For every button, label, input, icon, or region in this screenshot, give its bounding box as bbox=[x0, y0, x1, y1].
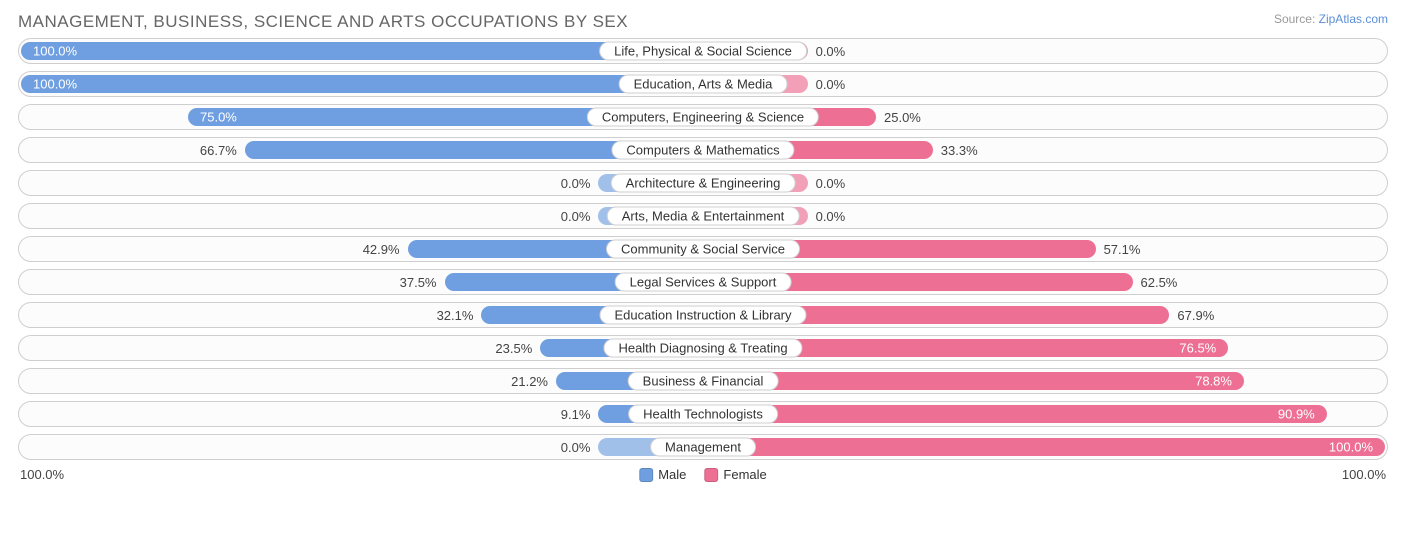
bar-value-female: 0.0% bbox=[810, 44, 852, 59]
bar-value-male: 100.0% bbox=[27, 77, 83, 92]
bar-half-male: 66.7% bbox=[19, 138, 703, 162]
bar-half-female: 78.8% bbox=[703, 369, 1387, 393]
bar-value-female: 62.5% bbox=[1135, 275, 1184, 290]
bar-value-male: 42.9% bbox=[357, 242, 406, 257]
source-prefix: Source: bbox=[1274, 12, 1319, 26]
bar-half-female: 33.3% bbox=[703, 138, 1387, 162]
source-attribution: Source: ZipAtlas.com bbox=[1274, 12, 1388, 26]
bar-value-female: 57.1% bbox=[1098, 242, 1147, 257]
bar-row: 0.0% 0.0% Architecture & Engineering bbox=[18, 170, 1388, 196]
bar-row: 9.1% 90.9% Health Technologists bbox=[18, 401, 1388, 427]
bar-half-male: 37.5% bbox=[19, 270, 703, 294]
bar-row: 100.0% 0.0%Life, Physical & Social Scienc… bbox=[18, 38, 1388, 64]
bar-half-female: 0.0% bbox=[703, 204, 1387, 228]
bar-half-male: 0.0% bbox=[19, 435, 703, 459]
bar-category-label: Legal Services & Support bbox=[615, 273, 792, 292]
axis-left-label: 100.0% bbox=[20, 467, 64, 482]
source-link[interactable]: ZipAtlas.com bbox=[1319, 12, 1388, 26]
bar-row: 75.0% 25.0% Computers, Engineering & Scien… bbox=[18, 104, 1388, 130]
chart-container: MANAGEMENT, BUSINESS, SCIENCE AND ARTS O… bbox=[0, 0, 1406, 559]
bar-category-label: Health Technologists bbox=[628, 405, 778, 424]
bar-category-label: Life, Physical & Social Science bbox=[599, 42, 807, 61]
bar-value-male: 9.1% bbox=[555, 407, 597, 422]
bar-row: 0.0% 100.0% Management bbox=[18, 434, 1388, 460]
bar-half-female: 62.5% bbox=[703, 270, 1387, 294]
legend-item-male: Male bbox=[639, 467, 686, 482]
bar-category-label: Education Instruction & Library bbox=[599, 306, 806, 325]
bar-row: 32.1% 67.9% Education Instruction & Librar… bbox=[18, 302, 1388, 328]
bar-value-male: 0.0% bbox=[555, 209, 597, 224]
bar-value-male: 100.0% bbox=[27, 44, 83, 59]
bar-category-label: Arts, Media & Entertainment bbox=[607, 207, 800, 226]
bar-fill-female: 90.9% bbox=[705, 405, 1327, 423]
bar-category-label: Community & Social Service bbox=[606, 240, 800, 259]
axis-row: 100.0% Male Female 100.0% bbox=[18, 467, 1388, 487]
bar-half-female: 0.0% bbox=[703, 171, 1387, 195]
bar-value-female: 0.0% bbox=[810, 209, 852, 224]
bar-category-label: Management bbox=[650, 438, 756, 457]
bar-row: 37.5% 62.5% Legal Services & Support bbox=[18, 269, 1388, 295]
legend: Male Female bbox=[639, 467, 767, 482]
bar-value-female: 100.0% bbox=[1323, 440, 1379, 455]
bar-value-male: 75.0% bbox=[194, 110, 243, 125]
bar-half-male: 42.9% bbox=[19, 237, 703, 261]
legend-label-male: Male bbox=[658, 467, 686, 482]
bar-category-label: Architecture & Engineering bbox=[611, 174, 796, 193]
bar-value-male: 23.5% bbox=[489, 341, 538, 356]
bar-row: 21.2% 78.8% Business & Financial bbox=[18, 368, 1388, 394]
bar-value-female: 78.8% bbox=[1189, 374, 1238, 389]
bar-value-female: 76.5% bbox=[1173, 341, 1222, 356]
bar-category-label: Health Diagnosing & Treating bbox=[603, 339, 802, 358]
bar-value-male: 0.0% bbox=[555, 176, 597, 191]
bar-value-male: 21.2% bbox=[505, 374, 554, 389]
bar-value-female: 25.0% bbox=[878, 110, 927, 125]
bar-value-female: 33.3% bbox=[935, 143, 984, 158]
bar-value-male: 0.0% bbox=[555, 440, 597, 455]
bar-row: 0.0% 0.0% Arts, Media & Entertainment bbox=[18, 203, 1388, 229]
axis-right-label: 100.0% bbox=[1342, 467, 1386, 482]
bar-value-male: 66.7% bbox=[194, 143, 243, 158]
legend-item-female: Female bbox=[704, 467, 766, 482]
bar-half-female: 100.0% bbox=[703, 435, 1387, 459]
bar-half-female: 90.9% bbox=[703, 402, 1387, 426]
bar-row: 23.5% 76.5% Health Diagnosing & Treating bbox=[18, 335, 1388, 361]
bar-half-male: 100.0% bbox=[19, 72, 703, 96]
bar-category-label: Computers & Mathematics bbox=[611, 141, 794, 160]
bar-value-female: 67.9% bbox=[1171, 308, 1220, 323]
bar-fill-male: 100.0% bbox=[21, 75, 701, 93]
bar-row: 66.7% 33.3% Computers & Mathematics bbox=[18, 137, 1388, 163]
bar-category-label: Education, Arts & Media bbox=[619, 75, 788, 94]
bar-half-female: 0.0% bbox=[703, 72, 1387, 96]
bars-area: 100.0%0.0%Life, Physical & Social Scienc… bbox=[18, 38, 1388, 460]
bar-half-female: 76.5% bbox=[703, 336, 1387, 360]
bar-category-label: Business & Financial bbox=[628, 372, 779, 391]
bar-half-male: 23.5% bbox=[19, 336, 703, 360]
bar-value-female: 0.0% bbox=[810, 176, 852, 191]
chart-title: MANAGEMENT, BUSINESS, SCIENCE AND ARTS O… bbox=[18, 12, 1388, 32]
bar-row: 100.0% 0.0% Education, Arts & Media bbox=[18, 71, 1388, 97]
bar-value-male: 37.5% bbox=[394, 275, 443, 290]
bar-value-female: 90.9% bbox=[1272, 407, 1321, 422]
bar-value-female: 0.0% bbox=[810, 77, 852, 92]
legend-swatch-male bbox=[639, 468, 653, 482]
legend-label-female: Female bbox=[723, 467, 766, 482]
bar-fill-female: 78.8% bbox=[705, 372, 1244, 390]
legend-swatch-female bbox=[704, 468, 718, 482]
bar-half-male: 0.0% bbox=[19, 171, 703, 195]
bar-half-male: 21.2% bbox=[19, 369, 703, 393]
bar-half-female: 57.1% bbox=[703, 237, 1387, 261]
bar-half-male: 9.1% bbox=[19, 402, 703, 426]
bar-row: 42.9% 57.1% Community & Social Service bbox=[18, 236, 1388, 262]
bar-category-label: Computers, Engineering & Science bbox=[587, 108, 819, 127]
bar-half-male: 0.0% bbox=[19, 204, 703, 228]
bar-value-male: 32.1% bbox=[431, 308, 480, 323]
bar-fill-female: 100.0% bbox=[705, 438, 1385, 456]
